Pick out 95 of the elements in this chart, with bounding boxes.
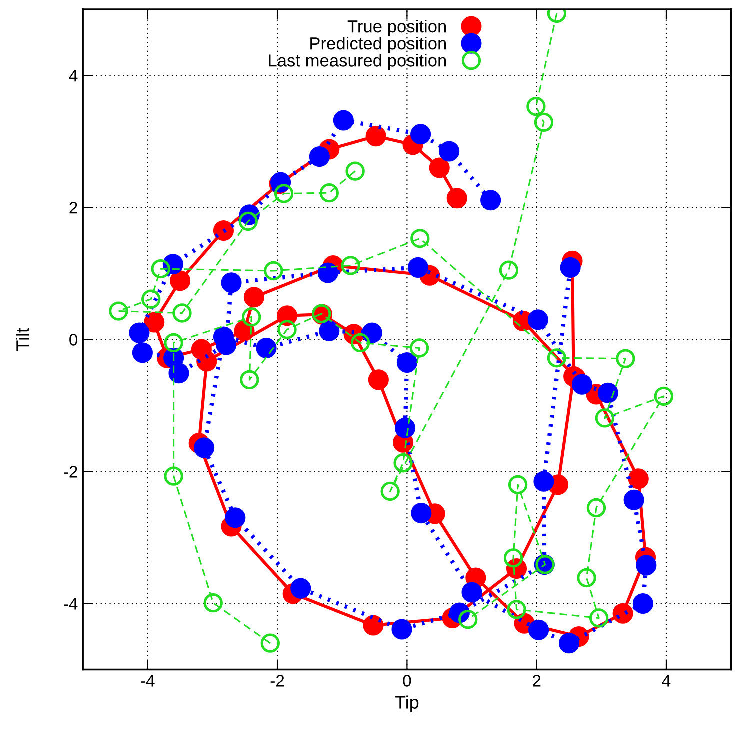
point (204, 593, 223, 613)
point (346, 162, 365, 181)
point (429, 158, 450, 178)
x-axis-title: Tip (395, 696, 419, 713)
legend-label: True position (348, 20, 446, 36)
point (410, 338, 430, 358)
point (504, 548, 524, 568)
point (396, 352, 418, 374)
point (586, 498, 606, 518)
point (164, 466, 184, 486)
point (446, 188, 468, 209)
point (528, 310, 548, 330)
point (256, 338, 277, 359)
point (168, 363, 190, 384)
point (654, 386, 674, 406)
point (595, 408, 614, 428)
point (362, 322, 382, 344)
point (411, 503, 432, 524)
point (221, 272, 242, 294)
y-tick-label: 4 (69, 70, 78, 82)
point (238, 212, 258, 232)
point (341, 256, 360, 276)
point (240, 370, 260, 390)
point (394, 454, 413, 473)
point (196, 351, 218, 372)
legend-label: Predicted position (310, 37, 446, 54)
point (260, 634, 280, 653)
point (534, 112, 554, 132)
x-tick-label: -2 (270, 675, 284, 687)
point (572, 374, 592, 395)
point (439, 141, 460, 162)
point (577, 568, 596, 588)
point (144, 312, 165, 333)
point (507, 600, 526, 620)
point (213, 220, 234, 242)
y-tick-label: 2 (70, 202, 78, 214)
y-tick-label: -2 (64, 466, 78, 478)
point (458, 610, 478, 630)
point (462, 582, 482, 603)
point (264, 261, 284, 281)
point (632, 593, 654, 614)
point (408, 257, 428, 278)
point (598, 382, 618, 404)
y-tick-label: 0 (70, 334, 78, 346)
point (616, 349, 636, 368)
point (628, 468, 649, 490)
point (368, 370, 389, 390)
point (274, 184, 294, 204)
point (242, 308, 262, 327)
point (380, 482, 400, 502)
point (508, 475, 528, 494)
point (624, 490, 644, 510)
point (309, 146, 330, 168)
point (109, 302, 128, 321)
point (172, 304, 192, 323)
y-tick-label: -4 (64, 598, 78, 610)
point (319, 320, 340, 342)
point (394, 418, 416, 438)
point (636, 555, 657, 576)
point (225, 508, 246, 528)
x-tick-label: 2 (533, 675, 541, 687)
point (129, 322, 150, 344)
point (320, 184, 339, 203)
point (318, 262, 338, 284)
point (132, 342, 153, 364)
point (526, 97, 546, 116)
point (410, 229, 430, 248)
x-tick-label: 4 (662, 675, 671, 687)
point (350, 333, 370, 353)
x-tick-label: -4 (141, 675, 155, 687)
point (164, 333, 184, 353)
point (547, 348, 567, 368)
point (480, 190, 502, 211)
legend-label: Last measured position (269, 54, 446, 70)
point (194, 438, 215, 458)
point (528, 620, 550, 640)
point (142, 290, 161, 309)
point (560, 257, 581, 278)
x-tick-label: 0 (403, 675, 412, 687)
y-axis-title: Tilt (16, 328, 30, 351)
point (244, 287, 264, 308)
point (170, 270, 191, 292)
point (499, 260, 519, 280)
point (278, 320, 297, 340)
point (290, 578, 312, 599)
point (151, 259, 170, 279)
point (366, 126, 386, 147)
point (392, 619, 412, 640)
point (589, 608, 609, 628)
point (612, 603, 634, 624)
point (410, 124, 432, 145)
point (363, 615, 384, 636)
point (558, 633, 580, 654)
point (333, 110, 354, 131)
point (534, 471, 554, 492)
